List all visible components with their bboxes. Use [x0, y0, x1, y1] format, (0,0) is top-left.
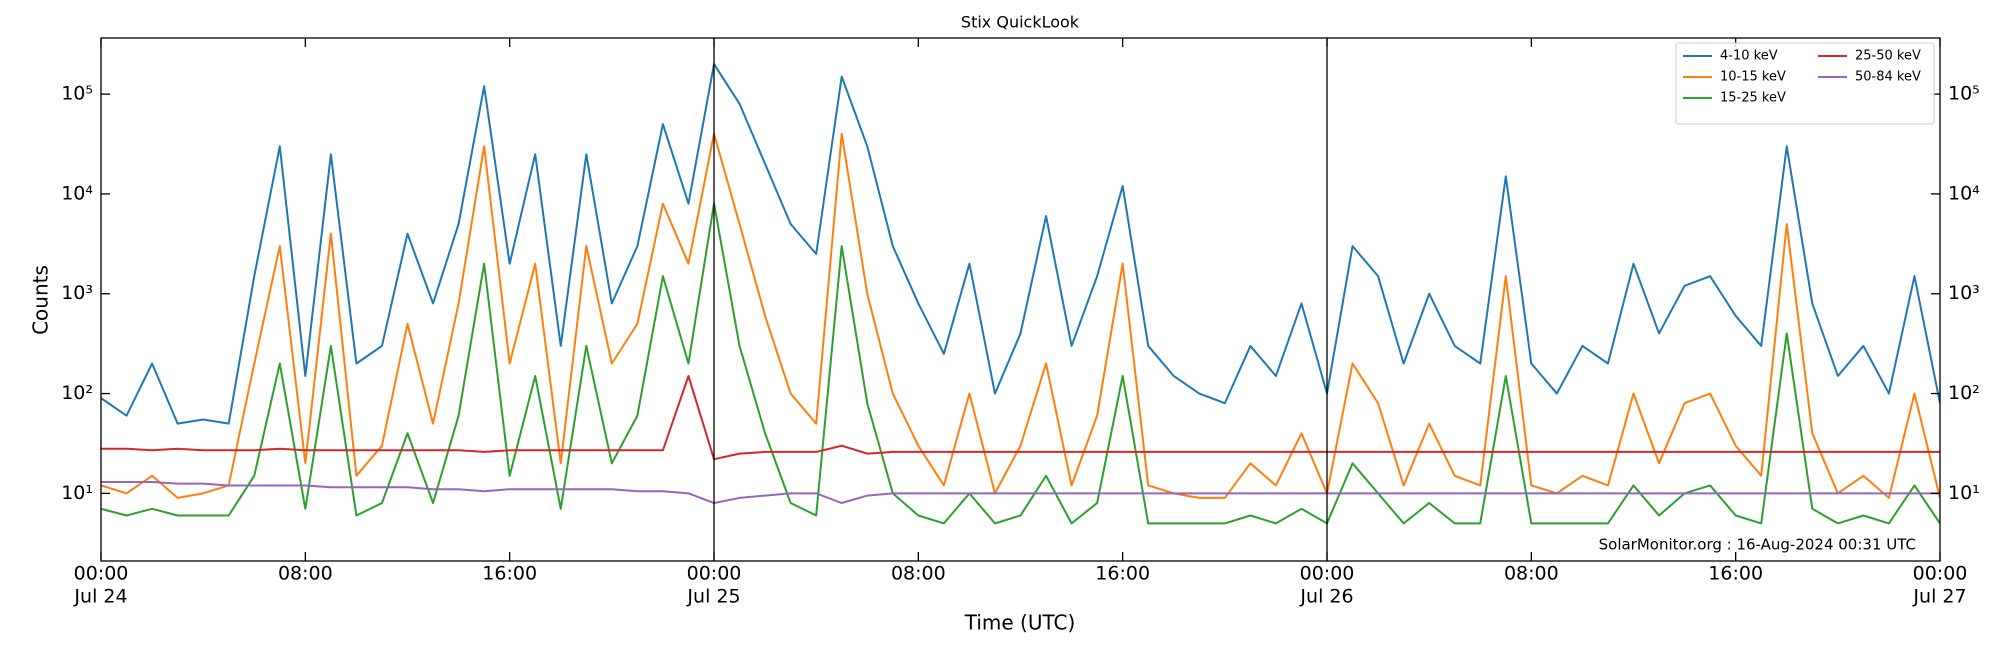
y-tick-label: 10⁵ [61, 83, 93, 105]
x-tick-label: 00:00 [1300, 563, 1355, 585]
y-tick-label: 10¹ [61, 482, 93, 504]
x-tick-label: 16:00 [1095, 563, 1150, 585]
y-tick-label-right: 10¹ [1948, 482, 1980, 504]
x-tick-label: 00:00 [1913, 563, 1968, 585]
x-axis-label: Time (UTC) [964, 611, 1076, 635]
legend-label: 15-25 keV [1720, 91, 1786, 106]
plot-lines [101, 63, 1940, 525]
legend-label: 50-84 keV [1855, 70, 1921, 85]
legend-label: 4-10 keV [1720, 49, 1778, 64]
series-line [101, 480, 1940, 505]
annotation: SolarMonitor.org : 16-Aug-2024 00:31 UTC [1599, 536, 1916, 554]
series-line [101, 202, 1940, 525]
chart-title: Stix QuickLook [961, 13, 1080, 32]
y-tick-label: 10² [61, 382, 93, 404]
x-tick-label: Jul 25 [686, 586, 740, 608]
x-tick-label: 00:00 [74, 563, 129, 585]
series-line [101, 132, 1940, 499]
y-tick-label: 10³ [61, 282, 93, 304]
x-tick-label: 08:00 [1504, 563, 1559, 585]
y-tick-label-right: 10⁵ [1948, 83, 1980, 105]
y-tick-label-right: 10⁴ [1948, 182, 1980, 204]
y-tick-label-right: 10² [1948, 382, 1980, 404]
legend-label: 25-50 keV [1855, 49, 1921, 64]
x-tick-label: 16:00 [1708, 563, 1763, 585]
x-tick-label: 08:00 [278, 563, 333, 585]
x-tick-label: 08:00 [891, 563, 946, 585]
x-tick-label: Jul 26 [1299, 586, 1353, 608]
x-tick-label: Jul 27 [1912, 586, 1966, 608]
y-axis-label: Counts [29, 265, 53, 335]
x-tick-label: Jul 24 [73, 586, 127, 608]
x-tick-label: 00:00 [687, 563, 742, 585]
x-tick-label: 16:00 [482, 563, 537, 585]
legend-box [1675, 42, 1935, 125]
legend-label: 10-15 keV [1720, 70, 1786, 85]
y-tick-label: 10⁴ [61, 182, 93, 204]
series-line [101, 374, 1940, 461]
series-line [101, 63, 1940, 425]
y-tick-label-right: 10³ [1948, 282, 1980, 304]
plot-frame [100, 37, 1941, 562]
